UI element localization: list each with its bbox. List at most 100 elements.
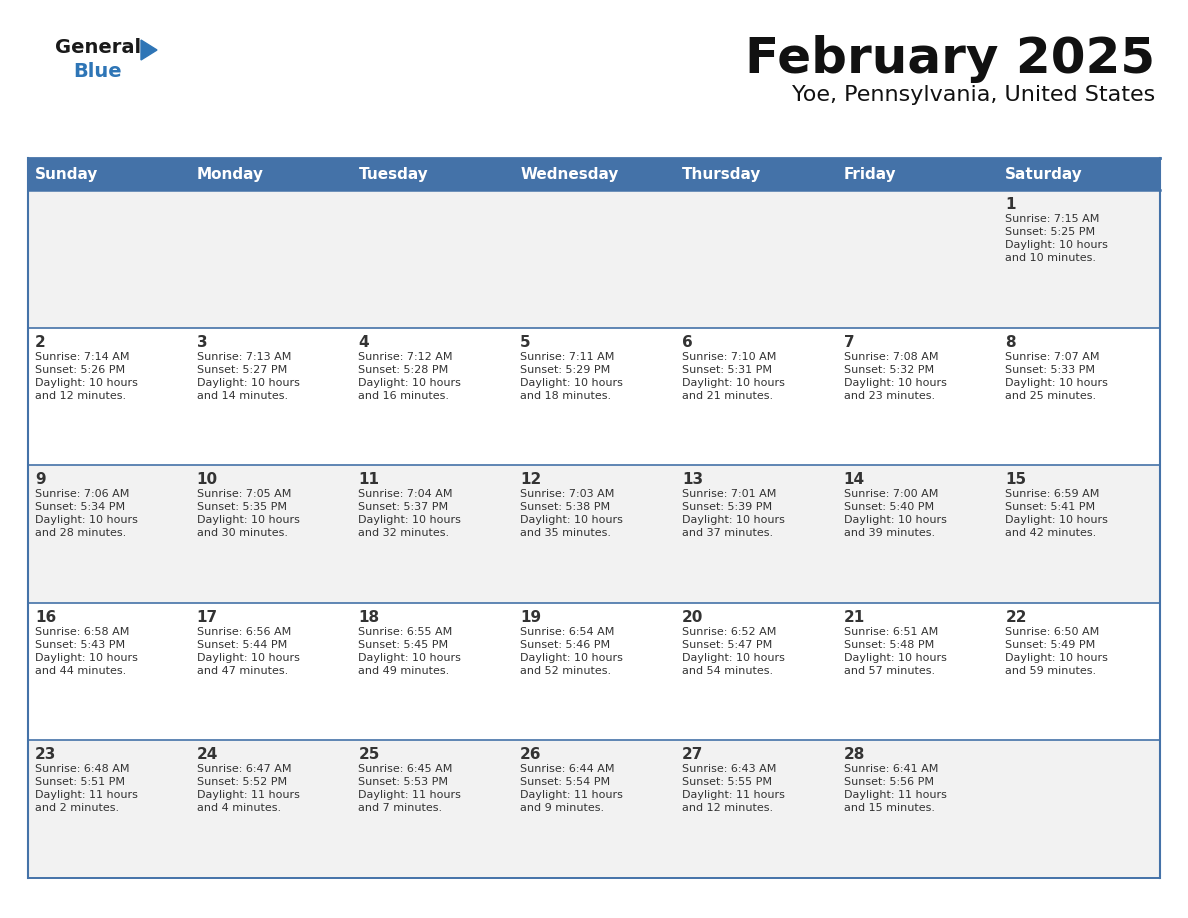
Text: Sunrise: 6:58 AM: Sunrise: 6:58 AM (34, 627, 129, 637)
Text: Saturday: Saturday (1005, 166, 1083, 182)
Text: Daylight: 10 hours: Daylight: 10 hours (520, 653, 623, 663)
Bar (836, 158, 998, 190)
Text: 21: 21 (843, 610, 865, 625)
Text: 2: 2 (34, 334, 46, 350)
Text: and 7 minutes.: and 7 minutes. (359, 803, 443, 813)
Text: Sunset: 5:39 PM: Sunset: 5:39 PM (682, 502, 772, 512)
Text: Sunset: 5:26 PM: Sunset: 5:26 PM (34, 364, 125, 375)
Text: and 25 minutes.: and 25 minutes. (1005, 390, 1097, 400)
Text: and 59 minutes.: and 59 minutes. (1005, 666, 1097, 676)
Bar (836, 741, 998, 878)
Text: 12: 12 (520, 472, 542, 487)
Text: Monday: Monday (197, 166, 264, 182)
Text: Daylight: 10 hours: Daylight: 10 hours (1005, 515, 1108, 525)
Bar (29, 158, 190, 190)
Text: Sunrise: 7:05 AM: Sunrise: 7:05 AM (197, 489, 291, 499)
Polygon shape (141, 40, 157, 60)
Text: Sunrise: 7:07 AM: Sunrise: 7:07 AM (1005, 352, 1100, 362)
Bar (352, 465, 513, 603)
Text: Sunrise: 6:59 AM: Sunrise: 6:59 AM (1005, 489, 1100, 499)
Text: 16: 16 (34, 610, 56, 625)
Bar (836, 603, 998, 741)
Bar (352, 328, 513, 465)
Text: Thursday: Thursday (682, 166, 762, 182)
Bar (998, 741, 1159, 878)
Text: and 35 minutes.: and 35 minutes. (520, 528, 611, 538)
Text: 15: 15 (1005, 472, 1026, 487)
Text: Daylight: 10 hours: Daylight: 10 hours (1005, 377, 1108, 387)
Text: and 28 minutes.: and 28 minutes. (34, 528, 126, 538)
Text: Sunrise: 6:47 AM: Sunrise: 6:47 AM (197, 765, 291, 775)
Bar (513, 741, 675, 878)
Bar (513, 603, 675, 741)
Bar (998, 158, 1159, 190)
Text: Daylight: 10 hours: Daylight: 10 hours (843, 653, 947, 663)
Text: Sunset: 5:35 PM: Sunset: 5:35 PM (197, 502, 286, 512)
Text: Daylight: 11 hours: Daylight: 11 hours (682, 790, 785, 800)
Text: Sunset: 5:47 PM: Sunset: 5:47 PM (682, 640, 772, 650)
Text: 24: 24 (197, 747, 219, 763)
Text: and 16 minutes.: and 16 minutes. (359, 390, 449, 400)
Bar (513, 190, 675, 328)
Text: Blue: Blue (72, 62, 121, 81)
Text: and 52 minutes.: and 52 minutes. (520, 666, 612, 676)
Text: 22: 22 (1005, 610, 1026, 625)
Text: Sunset: 5:40 PM: Sunset: 5:40 PM (843, 502, 934, 512)
Text: Sunrise: 7:04 AM: Sunrise: 7:04 AM (359, 489, 453, 499)
Bar (29, 603, 190, 741)
Text: Sunset: 5:37 PM: Sunset: 5:37 PM (359, 502, 449, 512)
Text: Sunrise: 7:15 AM: Sunrise: 7:15 AM (1005, 214, 1100, 224)
Text: and 37 minutes.: and 37 minutes. (682, 528, 773, 538)
Text: and 39 minutes.: and 39 minutes. (843, 528, 935, 538)
Text: Daylight: 10 hours: Daylight: 10 hours (34, 515, 138, 525)
Text: 27: 27 (682, 747, 703, 763)
Text: Daylight: 10 hours: Daylight: 10 hours (843, 515, 947, 525)
Text: Daylight: 10 hours: Daylight: 10 hours (682, 653, 785, 663)
Text: Sunset: 5:46 PM: Sunset: 5:46 PM (520, 640, 611, 650)
Text: 25: 25 (359, 747, 380, 763)
Bar (998, 465, 1159, 603)
Text: 14: 14 (843, 472, 865, 487)
Bar (675, 190, 836, 328)
Text: 28: 28 (843, 747, 865, 763)
Text: 1: 1 (1005, 197, 1016, 212)
Bar (513, 465, 675, 603)
Text: Sunrise: 7:11 AM: Sunrise: 7:11 AM (520, 352, 614, 362)
Bar (190, 603, 352, 741)
Text: Sunset: 5:54 PM: Sunset: 5:54 PM (520, 778, 611, 788)
Text: and 12 minutes.: and 12 minutes. (682, 803, 773, 813)
Text: Sunrise: 6:50 AM: Sunrise: 6:50 AM (1005, 627, 1100, 637)
Text: and 44 minutes.: and 44 minutes. (34, 666, 126, 676)
Bar (998, 328, 1159, 465)
Text: and 12 minutes.: and 12 minutes. (34, 390, 126, 400)
Text: Sunrise: 7:01 AM: Sunrise: 7:01 AM (682, 489, 776, 499)
Text: 3: 3 (197, 334, 208, 350)
Text: and 49 minutes.: and 49 minutes. (359, 666, 450, 676)
Text: 8: 8 (1005, 334, 1016, 350)
Bar (675, 328, 836, 465)
Text: and 30 minutes.: and 30 minutes. (197, 528, 287, 538)
Text: Daylight: 10 hours: Daylight: 10 hours (520, 377, 623, 387)
Text: and 14 minutes.: and 14 minutes. (197, 390, 287, 400)
Text: Sunset: 5:53 PM: Sunset: 5:53 PM (359, 778, 448, 788)
Text: and 10 minutes.: and 10 minutes. (1005, 253, 1097, 263)
Text: Sunset: 5:29 PM: Sunset: 5:29 PM (520, 364, 611, 375)
Text: and 9 minutes.: and 9 minutes. (520, 803, 605, 813)
Text: Sunset: 5:55 PM: Sunset: 5:55 PM (682, 778, 772, 788)
Text: Sunrise: 7:14 AM: Sunrise: 7:14 AM (34, 352, 129, 362)
Text: Sunset: 5:52 PM: Sunset: 5:52 PM (197, 778, 286, 788)
Bar (190, 465, 352, 603)
Bar (352, 741, 513, 878)
Text: Sunrise: 6:54 AM: Sunrise: 6:54 AM (520, 627, 614, 637)
Text: Wednesday: Wednesday (520, 166, 619, 182)
Text: February 2025: February 2025 (745, 35, 1155, 83)
Text: Sunrise: 6:43 AM: Sunrise: 6:43 AM (682, 765, 776, 775)
Text: and 4 minutes.: and 4 minutes. (197, 803, 280, 813)
Text: Sunset: 5:41 PM: Sunset: 5:41 PM (1005, 502, 1095, 512)
Bar (836, 465, 998, 603)
Text: Sunset: 5:56 PM: Sunset: 5:56 PM (843, 778, 934, 788)
Bar (29, 328, 190, 465)
Text: and 42 minutes.: and 42 minutes. (1005, 528, 1097, 538)
Text: Sunset: 5:38 PM: Sunset: 5:38 PM (520, 502, 611, 512)
Text: Sunset: 5:28 PM: Sunset: 5:28 PM (359, 364, 449, 375)
